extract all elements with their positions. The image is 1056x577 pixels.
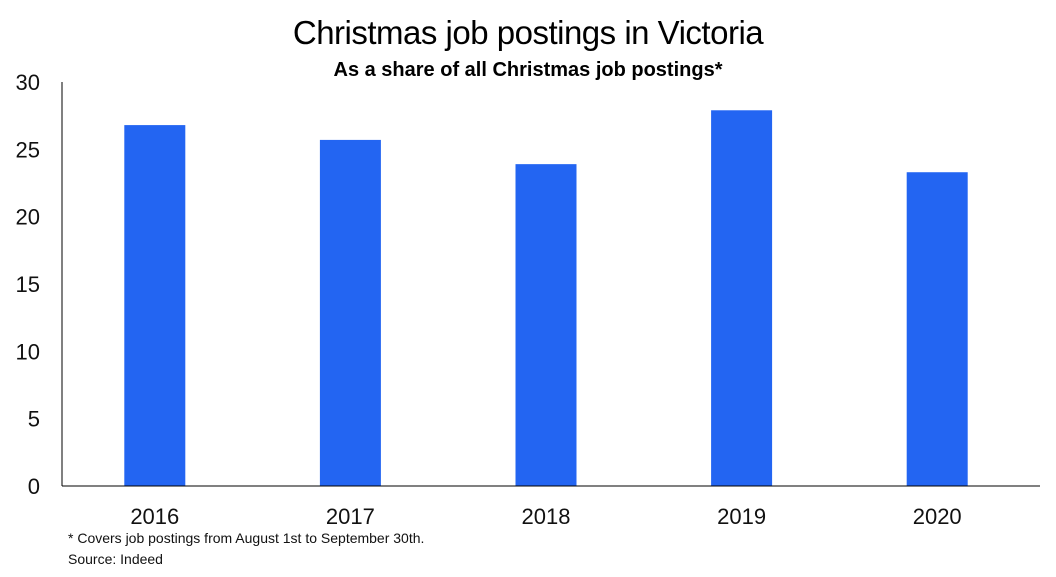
y-tick-label: 15 <box>16 272 40 297</box>
x-tick-label: 2016 <box>130 504 179 529</box>
y-axis-ticks: 0 5 10 15 20 25 30 <box>16 70 40 499</box>
y-tick-label: 5 <box>28 407 40 432</box>
y-tick-label: 20 <box>16 205 40 230</box>
y-tick-label: 30 <box>16 70 40 95</box>
x-tick-label: 2017 <box>326 504 375 529</box>
chart-title: Christmas job postings in Victoria <box>292 14 764 51</box>
x-tick-label: 2020 <box>913 504 962 529</box>
y-tick-label: 10 <box>16 339 40 364</box>
chart-subtitle: As a share of all Christmas job postings… <box>333 59 723 81</box>
bar-2017 <box>319 139 381 486</box>
y-tick-label: 25 <box>16 137 40 162</box>
x-tick-label: 2018 <box>522 504 571 529</box>
footnote: * Covers job postings from August 1st to… <box>68 530 425 546</box>
x-tick-label: 2019 <box>717 504 766 529</box>
bar-2019 <box>711 110 773 486</box>
x-axis-ticks: 2016 2017 2018 2019 2020 <box>130 504 961 529</box>
bar-2016 <box>124 125 186 487</box>
source-note: Source: Indeed <box>68 551 163 567</box>
y-tick-label: 0 <box>28 474 40 499</box>
bar-2018 <box>515 164 577 486</box>
bar-2020 <box>906 172 968 486</box>
bars-group <box>124 110 968 487</box>
